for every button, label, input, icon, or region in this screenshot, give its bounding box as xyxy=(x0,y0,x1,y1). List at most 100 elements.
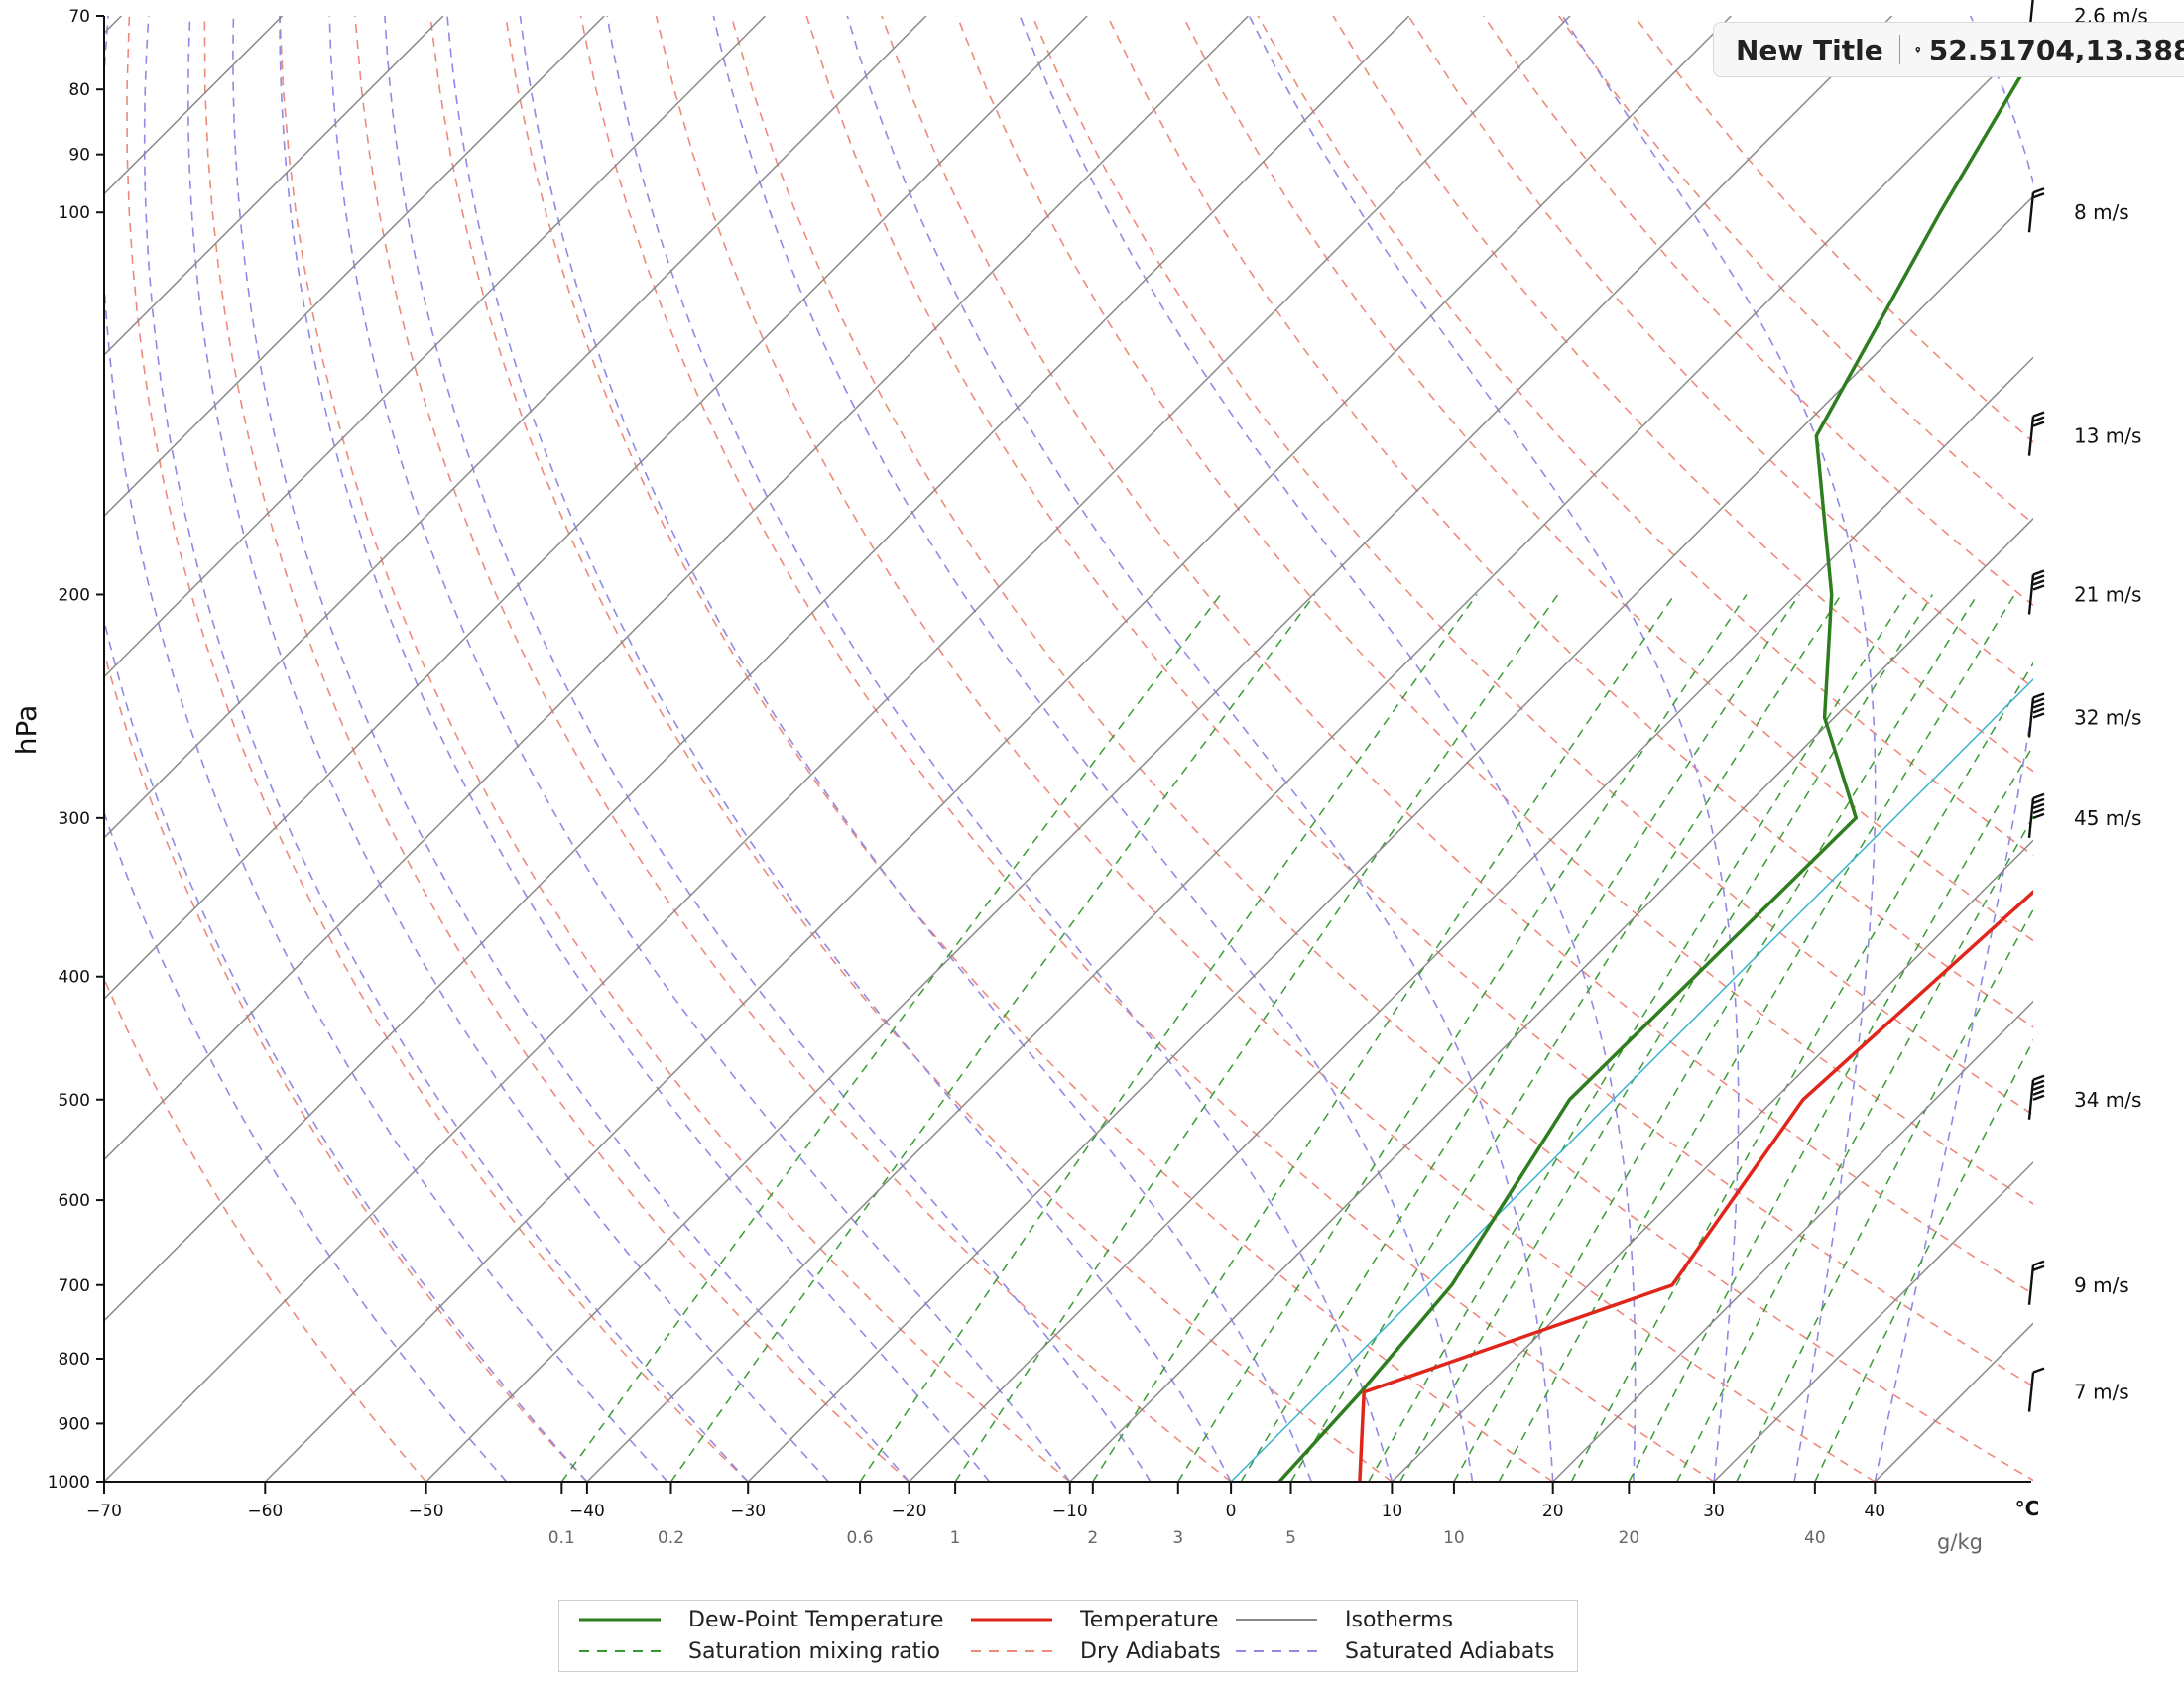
isotherm xyxy=(908,356,2033,1483)
wind-barb-staff xyxy=(2027,1079,2035,1120)
mixing-tick-label: 0.1 xyxy=(548,1528,575,1548)
dry-adiabat xyxy=(1332,16,2033,773)
y-tick-label: 400 xyxy=(59,968,90,988)
dry-adiabat xyxy=(1106,16,2033,1028)
background-lines xyxy=(104,16,2033,1483)
wind-barb xyxy=(2027,1367,2045,1412)
wind-barb-flag xyxy=(2032,187,2045,194)
legend-item-dewpoint: Dew-Point Temperature xyxy=(579,1605,943,1634)
x-tick-label: −70 xyxy=(86,1502,122,1521)
isotherm xyxy=(104,16,767,678)
mixing-ratio-line xyxy=(1092,594,1676,1483)
wind-speed-label: 8 m/s xyxy=(2074,200,2129,224)
sounding-lines xyxy=(1277,51,2033,1483)
mixing-tick-label: 20 xyxy=(1619,1528,1640,1548)
axes: 7080901002003004005006007008009001000−70… xyxy=(48,7,2031,1548)
wind-barb-flag xyxy=(2032,574,2045,581)
x-tick-label: −10 xyxy=(1052,1502,1088,1521)
y-tick-label: 800 xyxy=(59,1350,90,1370)
x-tick-label: −20 xyxy=(892,1502,927,1521)
legend-swatch xyxy=(1236,1650,1317,1652)
legend-item-temperature: Temperature xyxy=(971,1605,1218,1634)
saturated-adiabat xyxy=(446,16,1232,1483)
isotherm xyxy=(1391,839,2033,1483)
dry-adiabat xyxy=(730,16,2033,1482)
chart-title[interactable]: New Title xyxy=(1736,33,1883,66)
wind-barb-flag xyxy=(2032,416,2045,422)
mixing-ratio-line xyxy=(1498,594,2015,1483)
isotherm xyxy=(104,16,1571,1483)
wind-barb xyxy=(2027,1260,2045,1305)
wind-barb-flag xyxy=(2032,579,2045,586)
mixing-ratio-line xyxy=(1240,594,1800,1483)
wind-barb-staff xyxy=(2027,1264,2035,1305)
wind-speed-label: 34 m/s xyxy=(2074,1088,2141,1112)
mixing-ratio-line xyxy=(669,594,1316,1483)
wind-barb-staff xyxy=(2027,797,2035,838)
isotherm xyxy=(1552,1000,2033,1483)
dry-adiabat xyxy=(881,16,2033,1295)
wind-barb xyxy=(2027,411,2045,456)
saturated-adiabat xyxy=(186,16,829,1483)
y-tick-label: 600 xyxy=(59,1191,90,1211)
dry-adiabat xyxy=(504,16,1554,1483)
legend-item-isotherms: Isotherms xyxy=(1236,1605,1453,1634)
mixing-tick-label: 10 xyxy=(1443,1528,1465,1548)
dry-adiabat xyxy=(1257,16,2033,857)
isotherm xyxy=(747,195,2033,1483)
location-coordinates[interactable]: 52.51704,13.3888 xyxy=(1928,33,2184,66)
dry-adiabat xyxy=(1031,16,2033,1117)
mixing-ratio-line xyxy=(560,594,1222,1483)
saturated-adiabat xyxy=(712,16,1474,1483)
legend-swatch xyxy=(1236,1619,1317,1621)
mixing-tick-label: 1 xyxy=(950,1528,961,1548)
legend-swatch xyxy=(971,1618,1052,1622)
wind-speed-label: 9 m/s xyxy=(2074,1273,2129,1297)
wind-barb-flag xyxy=(2032,797,2045,804)
wind-speed-label: 45 m/s xyxy=(2074,806,2141,830)
wind-barb-flag xyxy=(2032,1084,2045,1091)
wind-barb-flag xyxy=(2032,807,2045,814)
wind-barb-flag xyxy=(2032,697,2045,704)
wind-barb-flag xyxy=(2032,421,2045,427)
x-tick-label: 0 xyxy=(1226,1502,1237,1521)
saturated-adiabat xyxy=(104,810,508,1483)
wind-barb xyxy=(2027,792,2045,838)
legend-item-mixing-ratio: Saturation mixing ratio xyxy=(579,1636,940,1666)
y-tick-label: 200 xyxy=(59,585,90,605)
dry-adiabat xyxy=(655,16,1876,1483)
saturated-adiabat xyxy=(279,16,991,1483)
isotherm xyxy=(104,16,1088,1001)
legend-item-dry-adiabats: Dry Adiabats xyxy=(971,1636,1221,1666)
mixing-tick-label: 2 xyxy=(1087,1528,1098,1548)
y-tick-label: 900 xyxy=(59,1414,90,1434)
legend-item-saturated-adiabats: Saturated Adiabats xyxy=(1236,1636,1554,1666)
isotherm xyxy=(104,16,927,839)
wind-barb xyxy=(2027,1074,2045,1120)
wind-barb-staff xyxy=(2027,1372,2035,1412)
y-tick-label: 1000 xyxy=(48,1473,90,1493)
wind-barb-flag xyxy=(2032,569,2045,576)
saturated-adiabat xyxy=(1561,16,1877,1483)
x-tick-label: 40 xyxy=(1864,1502,1885,1521)
dry-adiabat xyxy=(956,16,2033,1205)
series-line xyxy=(1277,51,2033,1483)
saturated-adiabat xyxy=(606,16,1394,1483)
location-pin-icon xyxy=(1915,46,1921,54)
mixing-ratio-line xyxy=(954,594,1559,1483)
mixing-ratio-line xyxy=(1453,594,1979,1483)
legend-swatch xyxy=(579,1650,661,1652)
wind-barb xyxy=(2027,569,2045,615)
x-axis-unit: °C xyxy=(2015,1497,2040,1520)
y-axis-title: hPa xyxy=(10,705,43,756)
mixing-tick-label: 3 xyxy=(1172,1528,1183,1548)
saturated-adiabat xyxy=(1248,16,1740,1483)
saturated-adiabat xyxy=(328,16,1071,1483)
mixing-ratio-line xyxy=(1399,594,1934,1483)
wind-profile: 2.6 m/s8 m/s13 m/s21 m/s32 m/s45 m/s34 m… xyxy=(2027,0,2148,1412)
saturated-adiabat xyxy=(384,16,1152,1483)
isotherm xyxy=(104,16,605,518)
wind-barb-staff xyxy=(2027,416,2035,456)
x-tick-label: −60 xyxy=(247,1502,283,1521)
dry-adiabat xyxy=(1181,16,2033,942)
